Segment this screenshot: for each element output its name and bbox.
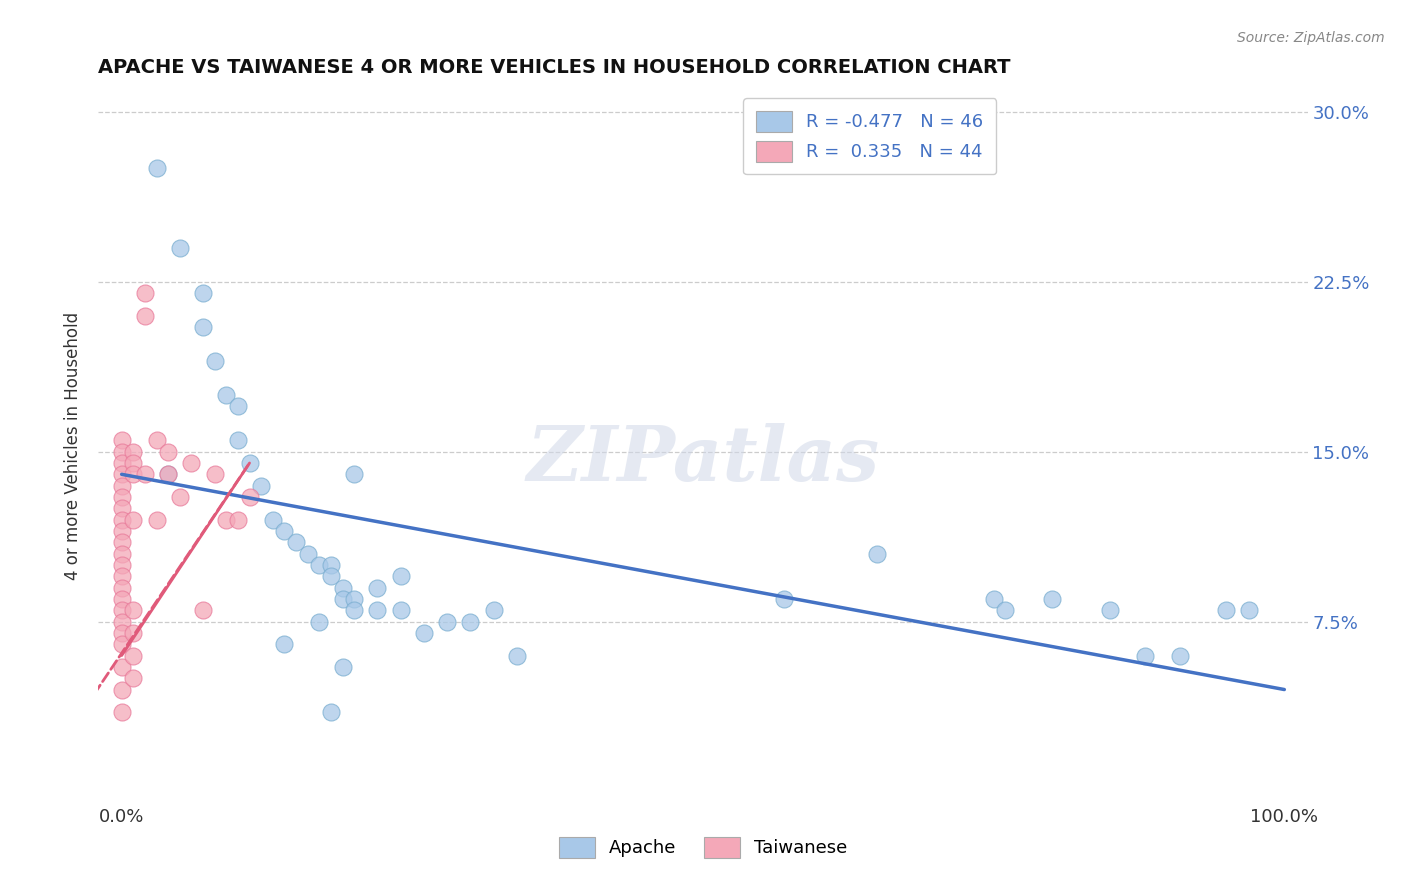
Point (111, 535, 134, 549)
Point (111, 513, 134, 527)
Point (1133, 648, 1156, 663)
Point (343, 603, 366, 617)
Point (111, 456, 134, 470)
Point (273, 637, 295, 651)
Point (482, 603, 505, 617)
Point (366, 603, 388, 617)
Point (169, 490, 191, 504)
Point (111, 478, 134, 492)
Point (215, 513, 238, 527)
Point (111, 444, 134, 458)
Point (111, 547, 134, 561)
Point (157, 444, 180, 458)
Point (134, 309, 156, 323)
Point (1168, 648, 1191, 663)
Point (297, 547, 319, 561)
Point (111, 660, 134, 674)
Point (157, 467, 180, 482)
Point (262, 513, 284, 527)
Point (134, 467, 156, 482)
Point (226, 434, 249, 448)
Point (191, 603, 214, 617)
Point (157, 467, 180, 482)
Point (773, 591, 796, 606)
Point (111, 490, 134, 504)
Point (866, 547, 889, 561)
Point (122, 444, 145, 458)
Point (319, 705, 342, 719)
Point (111, 637, 134, 651)
Point (332, 660, 354, 674)
Point (239, 456, 262, 470)
Point (319, 558, 342, 572)
Point (285, 535, 308, 549)
Point (332, 581, 354, 595)
Point (983, 591, 1005, 606)
Point (122, 626, 145, 640)
Point (204, 467, 226, 482)
Point (191, 286, 214, 301)
Point (134, 286, 156, 301)
Point (111, 569, 134, 583)
Text: Source: ZipAtlas.com: Source: ZipAtlas.com (1237, 31, 1385, 45)
Point (204, 354, 226, 368)
Point (1215, 603, 1237, 617)
Point (111, 615, 134, 629)
Point (111, 591, 134, 606)
Point (111, 524, 134, 538)
Point (343, 591, 366, 606)
Y-axis label: 4 or more Vehicles in Household: 4 or more Vehicles in Household (65, 312, 83, 580)
Point (239, 490, 262, 504)
Point (111, 626, 134, 640)
Point (1098, 603, 1121, 617)
Point (308, 615, 330, 629)
Point (343, 467, 366, 482)
Point (191, 320, 214, 334)
Point (215, 388, 238, 402)
Point (226, 400, 249, 414)
Point (145, 161, 167, 176)
Point (111, 682, 134, 697)
Text: ZIPatlas: ZIPatlas (526, 424, 880, 497)
Point (226, 513, 249, 527)
Point (319, 569, 342, 583)
Point (308, 558, 330, 572)
Point (122, 648, 145, 663)
Point (145, 513, 167, 527)
Point (366, 581, 388, 595)
Point (994, 603, 1017, 617)
Point (506, 648, 529, 663)
Point (413, 626, 436, 640)
Point (111, 434, 134, 448)
Point (1239, 603, 1261, 617)
Point (122, 513, 145, 527)
Point (111, 558, 134, 572)
Point (111, 467, 134, 482)
Point (1040, 591, 1063, 606)
Point (111, 501, 134, 516)
Point (180, 456, 202, 470)
Point (273, 524, 295, 538)
Point (436, 615, 458, 629)
Point (389, 603, 412, 617)
Point (122, 671, 145, 685)
Point (145, 434, 167, 448)
Point (389, 569, 412, 583)
Point (122, 467, 145, 482)
Point (111, 581, 134, 595)
Point (169, 241, 191, 255)
Point (122, 456, 145, 470)
Point (460, 615, 482, 629)
Text: APACHE VS TAIWANESE 4 OR MORE VEHICLES IN HOUSEHOLD CORRELATION CHART: APACHE VS TAIWANESE 4 OR MORE VEHICLES I… (98, 57, 1011, 77)
Point (250, 478, 273, 492)
Point (111, 603, 134, 617)
Point (111, 705, 134, 719)
Legend: Apache, Taiwanese: Apache, Taiwanese (551, 830, 855, 865)
Point (122, 603, 145, 617)
Point (332, 591, 354, 606)
